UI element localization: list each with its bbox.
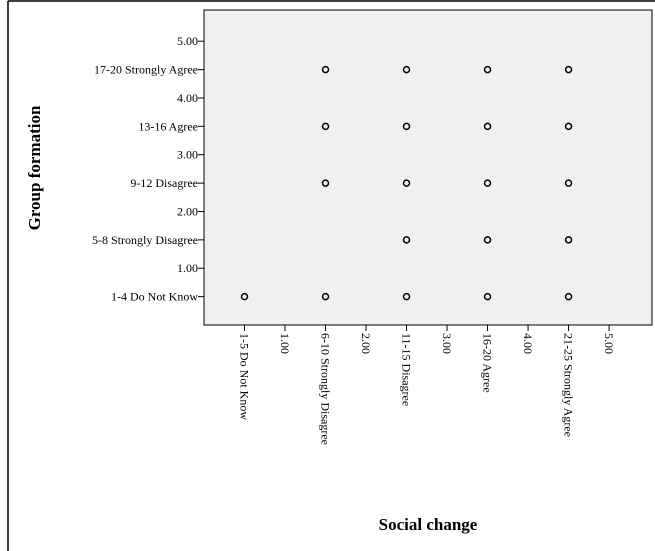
point — [402, 292, 411, 301]
point — [483, 179, 492, 187]
x-tick-label: 11-15 Disagree — [400, 333, 414, 406]
x-tick-label: 16-20 Agree — [481, 333, 495, 393]
y-tick-label: 13-16 Agree — [138, 119, 198, 133]
y-tick-label: 2.00 — [177, 204, 198, 218]
x-tick-label: 1-5 Do Not Know — [238, 333, 252, 420]
x-tick-label: 5.00 — [602, 333, 616, 354]
point — [564, 122, 573, 131]
y-tick-label: 5.00 — [177, 34, 198, 48]
plot-area — [203, 9, 653, 326]
y-tick-label: 1.00 — [177, 261, 198, 275]
y-tick-label: 3.00 — [177, 148, 198, 162]
x-tick-label: 6-10 Strongly Disagree — [319, 333, 333, 445]
y-tick-label: 5-8 Strongly Disagree — [92, 233, 198, 247]
point — [483, 122, 492, 131]
point — [402, 236, 411, 244]
x-tick-label: 1.00 — [278, 333, 292, 354]
point — [402, 65, 411, 74]
y-axis-label: Group formation — [25, 105, 44, 230]
x-tick-label: 4.00 — [521, 333, 535, 354]
y-tick-label: 1-4 Do Not Know — [111, 290, 198, 304]
point — [564, 65, 573, 74]
point — [321, 122, 330, 131]
point — [402, 122, 411, 131]
x-tick-label: 2.00 — [359, 333, 373, 354]
point — [564, 292, 573, 301]
point — [321, 292, 330, 301]
point — [483, 65, 492, 74]
point — [321, 179, 330, 187]
x-tick-label: 3.00 — [440, 333, 454, 354]
point — [321, 65, 330, 74]
point — [240, 292, 249, 301]
x-tick-label: 21-25 Strongly Agree — [562, 333, 576, 437]
point — [402, 179, 411, 187]
point — [564, 236, 573, 244]
point — [564, 179, 573, 187]
y-tick-label: 17-20 Strongly Agree — [94, 63, 198, 77]
y-tick-label: 9-12 Disagree — [130, 176, 198, 190]
x-axis-label: Social change — [379, 515, 478, 534]
point — [483, 292, 492, 301]
y-tick-label: 4.00 — [177, 91, 198, 105]
point — [483, 236, 492, 244]
